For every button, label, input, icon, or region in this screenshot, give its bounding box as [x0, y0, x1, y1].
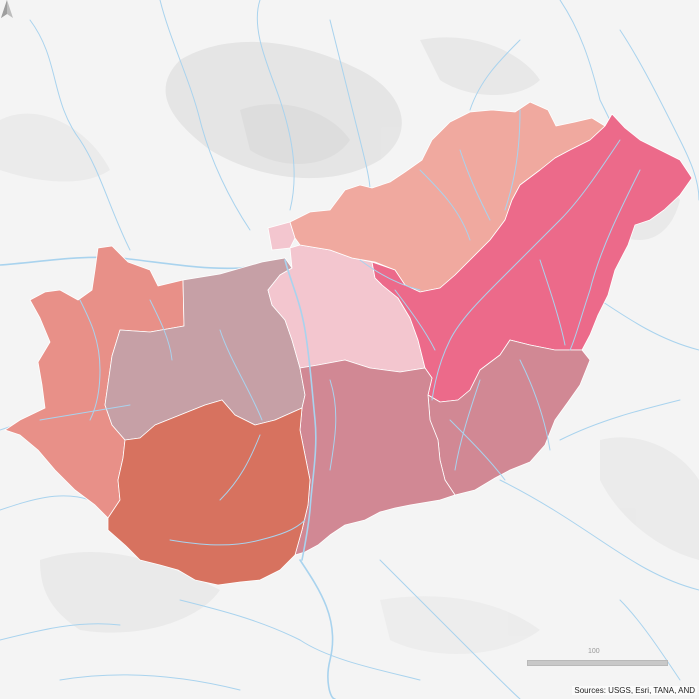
scale-label: 100 — [588, 648, 600, 655]
regions-layer[interactable] — [4, 101, 693, 586]
map-attribution: Sources: USGS, Esri, TANA, AND — [572, 686, 697, 695]
scale-bar — [527, 660, 668, 666]
region-southern-transdanubia[interactable] — [107, 399, 311, 586]
rivers-inside — [39, 109, 641, 561]
north-arrow-icon — [1, 0, 13, 18]
region-budapest[interactable] — [267, 221, 296, 251]
